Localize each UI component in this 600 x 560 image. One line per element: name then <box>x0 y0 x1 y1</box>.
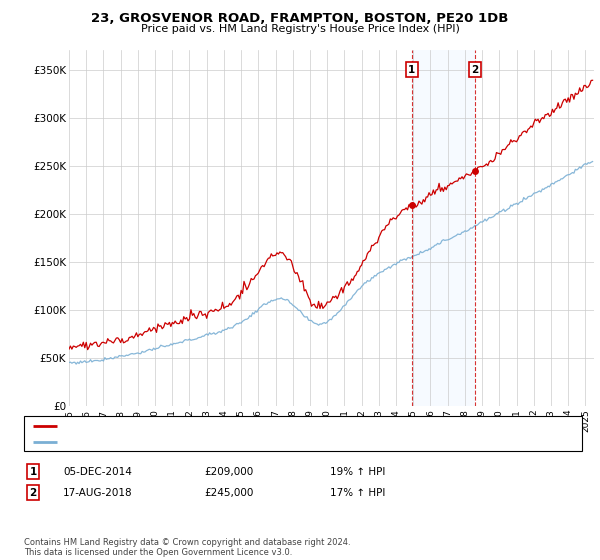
Text: £209,000: £209,000 <box>204 466 253 477</box>
Text: 19% ↑ HPI: 19% ↑ HPI <box>330 466 385 477</box>
Text: 1: 1 <box>408 64 415 74</box>
Text: 2: 2 <box>472 64 479 74</box>
Text: 17-AUG-2018: 17-AUG-2018 <box>63 488 133 498</box>
Text: Price paid vs. HM Land Registry's House Price Index (HPI): Price paid vs. HM Land Registry's House … <box>140 24 460 34</box>
Text: 23, GROSVENOR ROAD, FRAMPTON, BOSTON, PE20 1DB (detached house): 23, GROSVENOR ROAD, FRAMPTON, BOSTON, PE… <box>63 421 427 431</box>
Text: £245,000: £245,000 <box>204 488 253 498</box>
Text: 23, GROSVENOR ROAD, FRAMPTON, BOSTON, PE20 1DB: 23, GROSVENOR ROAD, FRAMPTON, BOSTON, PE… <box>91 12 509 25</box>
Text: 05-DEC-2014: 05-DEC-2014 <box>63 466 132 477</box>
Bar <box>412 50 475 406</box>
Text: Contains HM Land Registry data © Crown copyright and database right 2024.
This d: Contains HM Land Registry data © Crown c… <box>24 538 350 557</box>
Text: 1: 1 <box>29 466 37 477</box>
Text: HPI: Average price, detached house, Boston: HPI: Average price, detached house, Bost… <box>63 437 278 447</box>
Text: 17% ↑ HPI: 17% ↑ HPI <box>330 488 385 498</box>
Text: 2: 2 <box>29 488 37 498</box>
